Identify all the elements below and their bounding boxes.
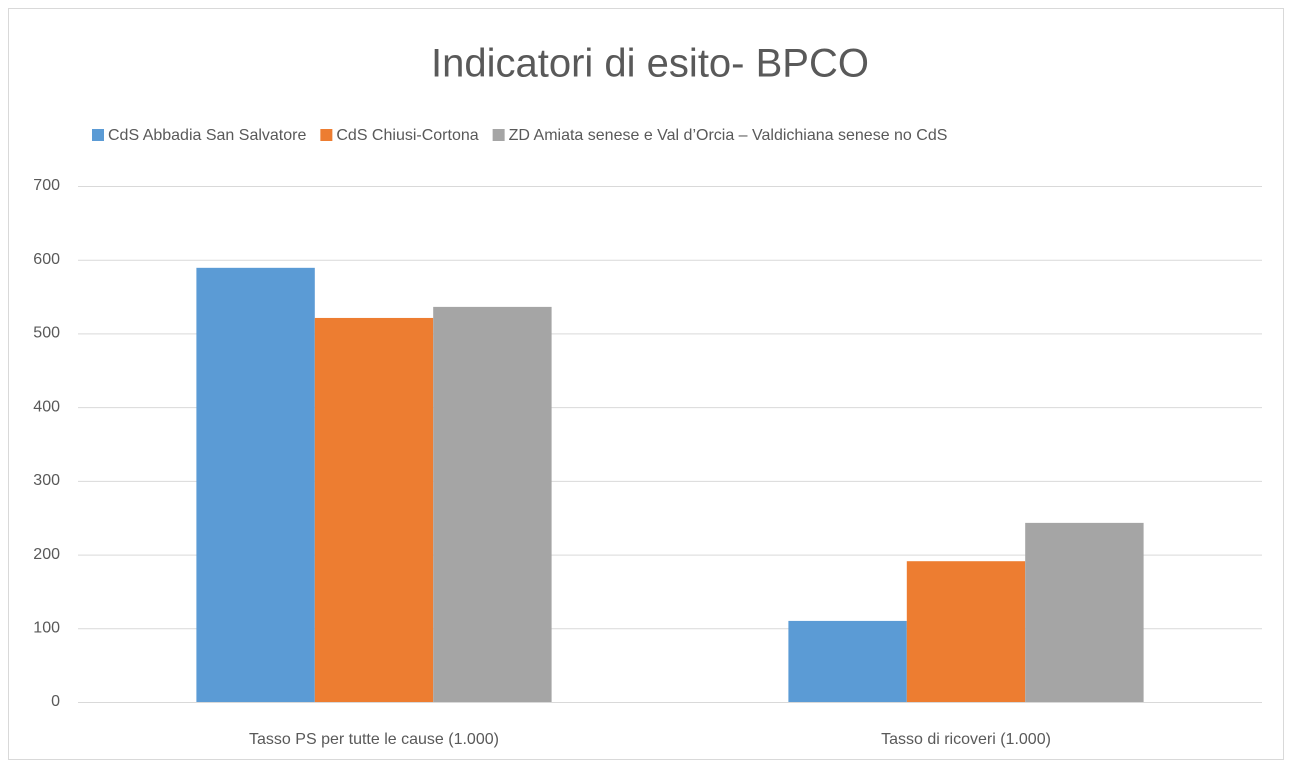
bar xyxy=(1025,522,1144,702)
y-tick-label: 600 xyxy=(33,251,60,268)
y-tick-label: 200 xyxy=(33,546,60,563)
y-tick-label: 300 xyxy=(33,472,60,489)
y-tick-label: 0 xyxy=(51,693,60,710)
legend-label: ZD Amiata senese e Val d’Orcia – Valdich… xyxy=(509,127,948,144)
legend-swatch xyxy=(320,129,333,141)
y-tick-label: 500 xyxy=(33,325,60,342)
bar xyxy=(906,561,1026,702)
y-tick-label: 700 xyxy=(33,177,60,194)
bar xyxy=(433,306,552,702)
y-tick-label: 100 xyxy=(33,620,60,637)
bar xyxy=(314,317,434,702)
bar xyxy=(196,267,315,702)
legend-swatch xyxy=(92,129,104,141)
bar xyxy=(788,620,907,702)
x-tick-label: Tasso PS per tutte le cause (1.000) xyxy=(249,731,499,748)
x-tick-label: Tasso di ricoveri (1.000) xyxy=(881,731,1051,748)
y-tick-label: 400 xyxy=(33,398,60,415)
legend-label: CdS Chiusi-Cortona xyxy=(336,127,478,144)
chart-title: Indicatori di esito- BPCO xyxy=(431,42,869,86)
legend-label: CdS Abbadia San Salvatore xyxy=(108,127,306,144)
legend-swatch xyxy=(492,129,505,141)
